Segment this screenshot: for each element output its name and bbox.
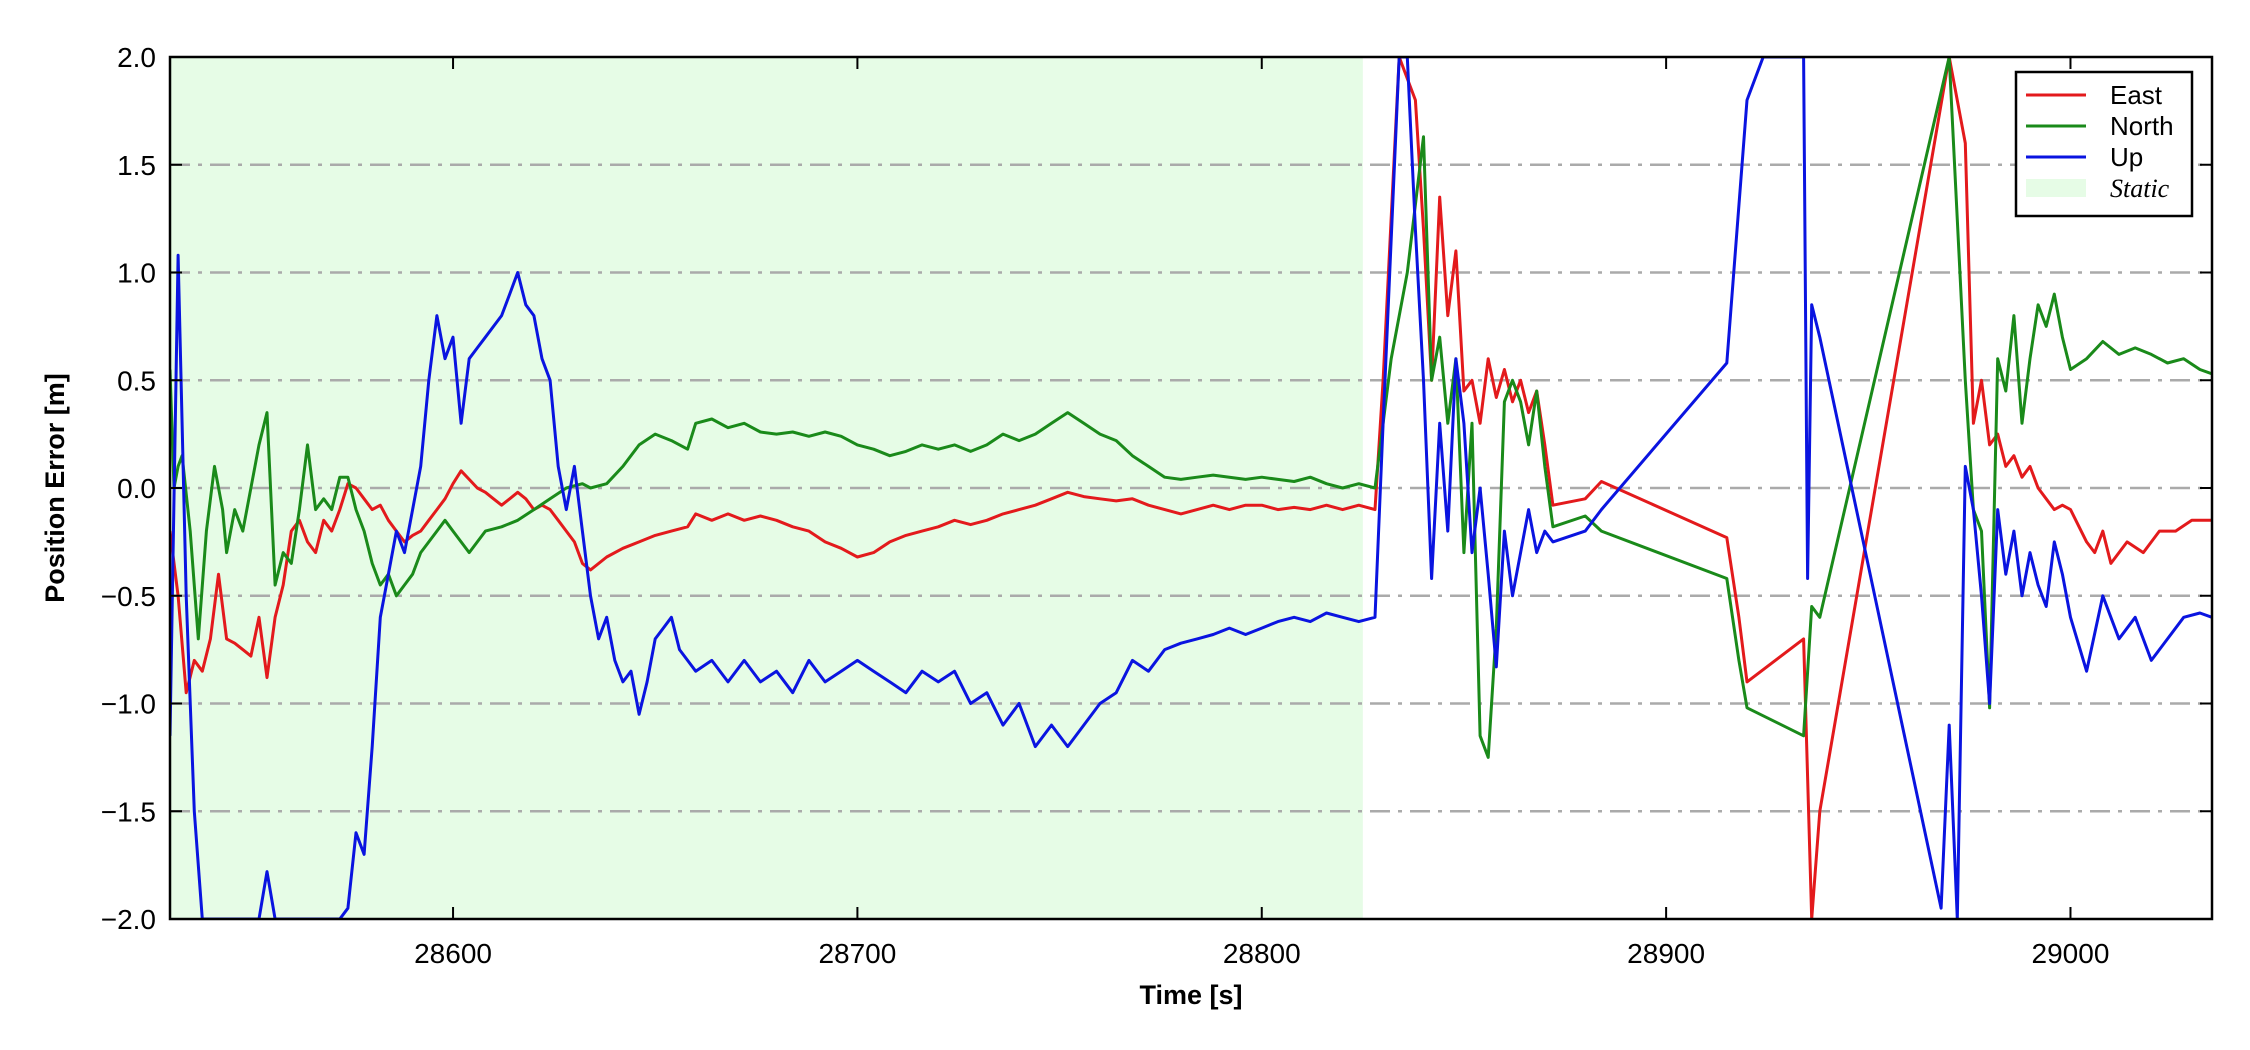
y-tick-label: 1.5	[117, 150, 156, 181]
x-tick-label: 28900	[1627, 938, 1705, 969]
x-tick-label: 28800	[1223, 938, 1301, 969]
x-tick-label: 29000	[2032, 938, 2110, 969]
series-line-east	[170, 57, 2212, 919]
y-tick-label: −0.5	[101, 581, 156, 612]
legend-label-up: Up	[2110, 142, 2143, 172]
ticks-layer: 2.0 1.5 1.0 0.5 0.0 −0.5 −1.0 −1.5 −2.0 28600 2870…	[101, 42, 2212, 969]
legend-label-north: North	[2110, 111, 2174, 141]
legend-label-east: East	[2110, 80, 2163, 110]
y-tick-label: 0.5	[117, 365, 156, 396]
y-tick-label: 1.0	[117, 258, 156, 289]
series-line-up	[170, 57, 2212, 919]
y-tick-label: −1.0	[101, 689, 156, 720]
y-tick-label: 2.0	[117, 42, 156, 73]
legend-label-static: Static	[2110, 174, 2170, 203]
y-tick-label: 0.0	[117, 473, 156, 504]
x-tick-label: 28700	[818, 938, 896, 969]
y-axis-title: Position Error [m]	[40, 373, 70, 603]
y-tick-label: −1.5	[101, 796, 156, 827]
series-line-north	[170, 57, 2212, 759]
x-tick-label: 28600	[414, 938, 492, 969]
x-axis-title: Time [s]	[1139, 980, 1242, 1010]
legend-swatch-static	[2026, 179, 2086, 197]
y-tick-label: −2.0	[101, 904, 156, 935]
series-layer	[170, 57, 2212, 919]
